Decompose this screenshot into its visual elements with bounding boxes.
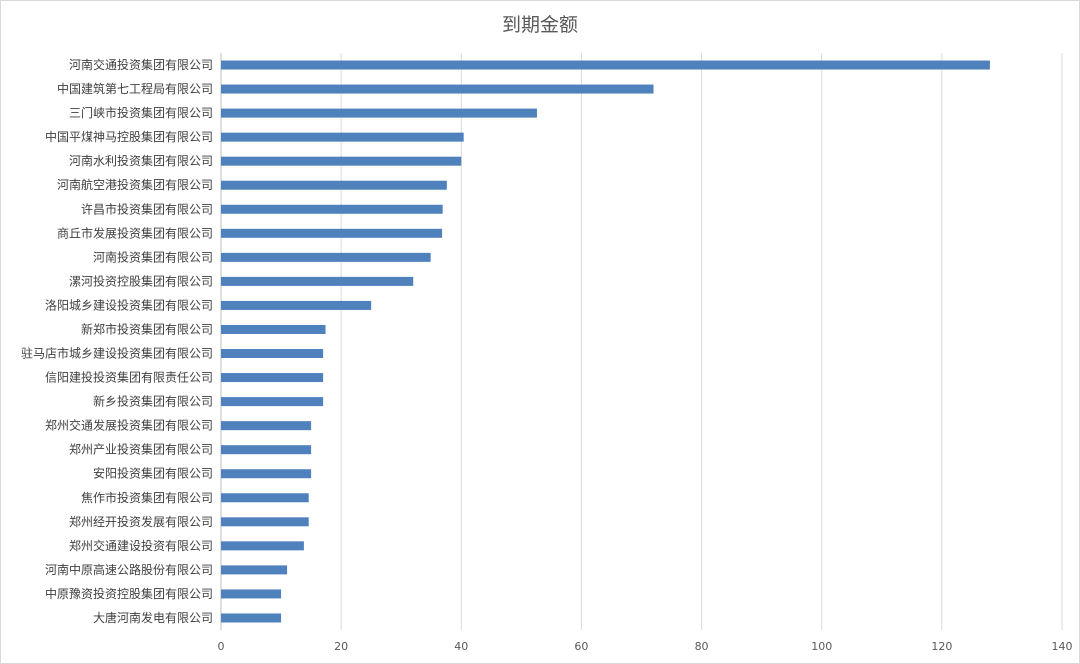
x-tick-label: 100 [811, 640, 832, 653]
category-label: 河南投资集团有限公司 [93, 249, 213, 264]
category-label: 中原豫资投资控股集团有限公司 [45, 586, 213, 601]
bar [221, 565, 288, 575]
category-label: 洛阳城乡建设投资集团有限公司 [45, 297, 213, 312]
bar [221, 517, 309, 527]
category-label: 驻马店市城乡建设投资集团有限公司 [21, 346, 213, 361]
bar [221, 84, 654, 94]
gridlines [220, 53, 1063, 630]
category-label: 中国平煤神马控股集团有限公司 [45, 129, 213, 144]
x-tick-label: 80 [695, 640, 709, 653]
bar [221, 300, 372, 310]
category-label: 许昌市投资集团有限公司 [81, 201, 213, 216]
bar [221, 324, 326, 334]
bar [221, 276, 414, 286]
category-label: 信阳建投投资集团有限责任公司 [45, 370, 213, 385]
category-label: 大唐河南发电有限公司 [93, 610, 213, 625]
category-label: 新乡投资集团有限公司 [93, 394, 213, 409]
category-label: 郑州交通建设投资有限公司 [69, 538, 213, 553]
category-label: 郑州经开投资发展有限公司 [69, 514, 213, 529]
bar [221, 132, 464, 142]
bar [221, 60, 990, 70]
category-label: 河南中原高速公路股份有限公司 [45, 562, 213, 577]
bar [221, 469, 312, 479]
bar [221, 541, 304, 551]
bar [221, 180, 447, 190]
x-tick-label: 40 [454, 640, 468, 653]
bar [221, 204, 443, 214]
category-label: 三门峡市投资集团有限公司 [69, 105, 213, 120]
category-label: 河南水利投资集团有限公司 [69, 153, 213, 168]
bar [221, 397, 324, 407]
x-tick-label: 0 [218, 640, 225, 653]
bar [221, 589, 282, 599]
category-label: 漯河投资控股集团有限公司 [69, 273, 213, 288]
bar [221, 373, 324, 383]
bar [221, 108, 537, 118]
category-label: 商丘市发展投资集团有限公司 [57, 225, 213, 240]
bar [221, 445, 312, 455]
x-tick-label: 20 [334, 640, 348, 653]
category-label: 焦作市投资集团有限公司 [81, 490, 213, 505]
category-label: 郑州产业投资集团有限公司 [69, 442, 213, 457]
x-tick-label: 60 [574, 640, 588, 653]
x-tick-label: 140 [1052, 640, 1073, 653]
x-tick-labels: 0 20 40 60 80 100 120 140 [218, 640, 1073, 653]
category-label: 中国建筑第七工程局有限公司 [57, 81, 213, 96]
bars [221, 60, 990, 623]
bar [221, 493, 309, 503]
category-label: 河南航空港投资集团有限公司 [57, 177, 213, 192]
bar [221, 228, 443, 238]
bar [221, 349, 324, 359]
bar [221, 252, 431, 262]
bar [221, 613, 282, 623]
category-label: 新郑市投资集团有限公司 [81, 321, 213, 336]
bar [221, 421, 312, 431]
category-label: 郑州交通发展投资集团有限公司 [45, 418, 213, 433]
bar [221, 156, 462, 166]
x-tick-label: 120 [931, 640, 952, 653]
chart-title: 到期金额 [501, 14, 578, 36]
category-labels: 河南交通投资集团有限公司中国建筑第七工程局有限公司三门峡市投资集团有限公司中国平… [21, 57, 213, 625]
category-label: 安阳投资集团有限公司 [93, 466, 213, 481]
category-label: 河南交通投资集团有限公司 [69, 57, 213, 72]
